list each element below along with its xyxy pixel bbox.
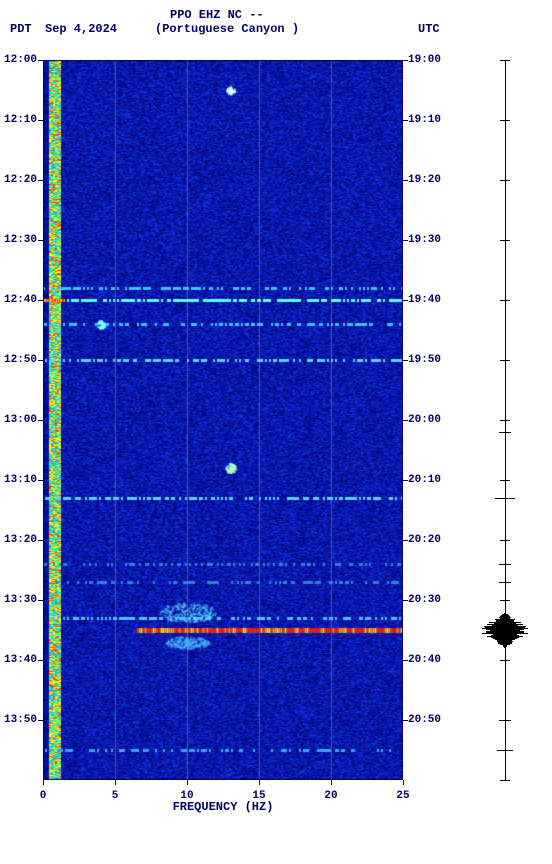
right-tick: 20:00 — [408, 414, 441, 426]
right-tick: 19:40 — [408, 294, 441, 306]
right-tick: 19:50 — [408, 354, 441, 366]
right-tick: 20:10 — [408, 474, 441, 486]
left-tick: 13:10 — [4, 474, 37, 486]
left-tick: 13:30 — [4, 594, 37, 606]
right-tick: 20:50 — [408, 714, 441, 726]
right-tick: 19:30 — [408, 234, 441, 246]
left-tick: 13:40 — [4, 654, 37, 666]
right-tick: 19:20 — [408, 174, 441, 186]
spectrogram-plot — [43, 60, 403, 780]
left-timezone: PDT — [10, 22, 32, 36]
waveform-panel — [475, 60, 535, 780]
station-id: PPO EHZ NC -- — [170, 8, 264, 22]
header: PPO EHZ NC -- PDT Sep 4,2024 (Portuguese… — [0, 8, 552, 48]
right-tick: 20:20 — [408, 534, 441, 546]
date-label: Sep 4,2024 — [45, 22, 117, 36]
left-tick: 13:50 — [4, 714, 37, 726]
left-tick: 13:20 — [4, 534, 37, 546]
left-tick: 12:40 — [4, 294, 37, 306]
spectrogram-canvas — [43, 60, 403, 780]
left-tick: 13:00 — [4, 414, 37, 426]
right-tick: 20:30 — [408, 594, 441, 606]
right-tick: 19:10 — [408, 114, 441, 126]
right-tick: 19:00 — [408, 54, 441, 66]
left-tick: 12:50 — [4, 354, 37, 366]
right-tick: 20:40 — [408, 654, 441, 666]
left-tick: 12:20 — [4, 174, 37, 186]
left-tick: 12:10 — [4, 114, 37, 126]
right-timezone: UTC — [418, 22, 440, 36]
left-tick: 12:00 — [4, 54, 37, 66]
left-tick: 12:30 — [4, 234, 37, 246]
location-label: (Portuguese Canyon ) — [155, 22, 299, 36]
x-axis-label: FREQUENCY (HZ) — [43, 800, 403, 814]
